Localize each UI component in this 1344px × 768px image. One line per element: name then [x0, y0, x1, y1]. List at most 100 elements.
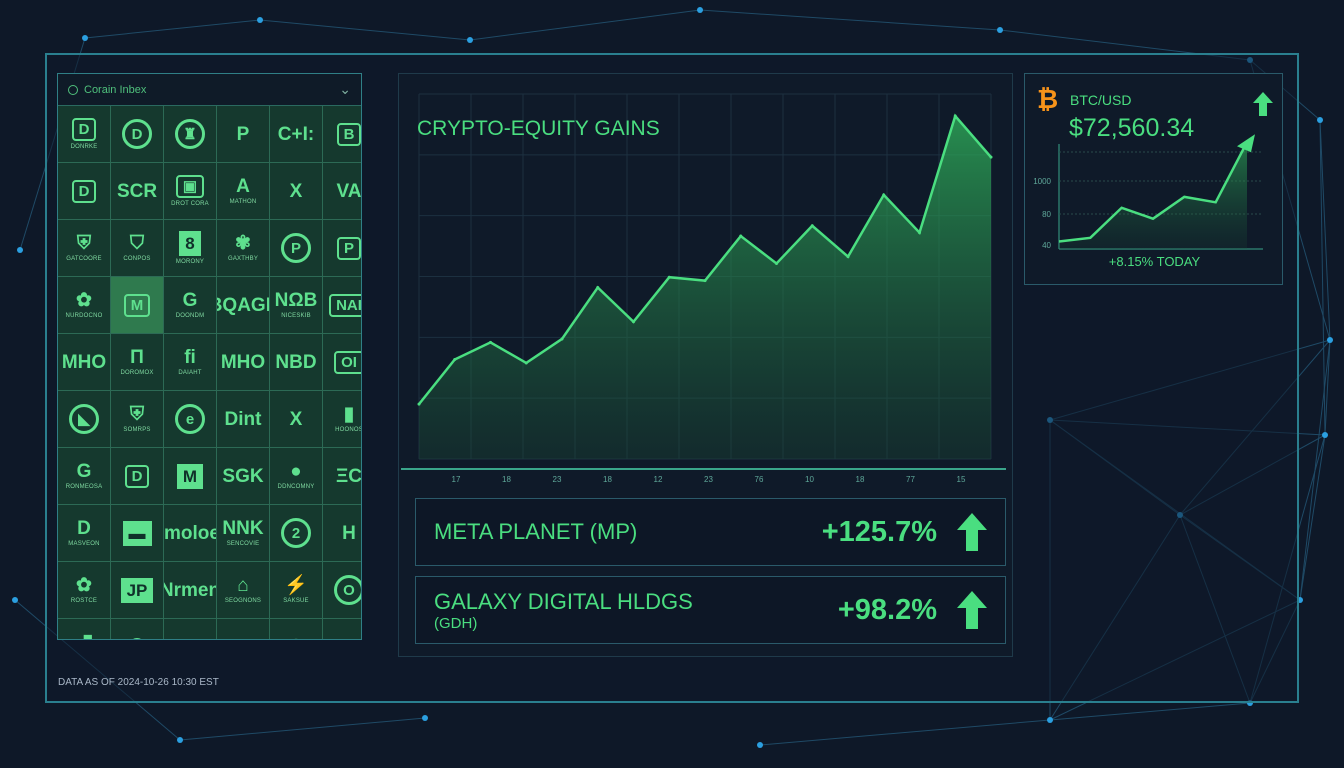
coin-logo-caption: RONMEOSA — [65, 484, 103, 490]
network-node — [757, 742, 763, 748]
coin-logo-icon: ◯ — [126, 638, 147, 640]
data-point — [953, 114, 957, 118]
coin-logo-tile[interactable]: D — [111, 106, 164, 163]
chart-area — [419, 116, 991, 459]
coin-logo-tile[interactable]: P — [323, 220, 361, 277]
coin-logo-tile[interactable]: NAI — [323, 277, 361, 334]
coin-logo-tile[interactable]: JP — [111, 562, 164, 619]
x-tick-label: 23 — [553, 475, 562, 484]
coin-logo-tile[interactable]: P — [217, 106, 270, 163]
coin-logo-tile[interactable]: A MATHON — [217, 163, 270, 220]
coin-logo-tile[interactable]: Π DOROMOX — [111, 334, 164, 391]
coin-logo-icon: 8 — [179, 231, 201, 256]
data-timestamp: DATA AS OF 2024-10-26 10:30 EST — [58, 677, 219, 688]
coin-logo-tile[interactable]: O — [323, 562, 361, 619]
coin-logo-tile[interactable]: MHO — [58, 334, 111, 391]
coin-logo-tile[interactable]: III — [164, 619, 217, 639]
coin-logo-tile[interactable]: ✾ GAXTHBY — [217, 220, 270, 277]
coin-logo-tile[interactable]: Φmoloeq — [164, 505, 217, 562]
btc-pair: BTC/USD — [1070, 92, 1132, 108]
coin-logo-tile[interactable]: ♜ — [164, 106, 217, 163]
chevron-down-icon[interactable]: ⌄ — [339, 81, 351, 97]
coin-logo-icon: G — [182, 290, 198, 311]
coin-logo-tile[interactable]: ◣ — [58, 391, 111, 448]
x-tick-label: 12 — [654, 475, 663, 484]
coin-logo-tile[interactable]: M — [164, 448, 217, 505]
coin-logo-tile[interactable]: ▣ DROT CORA — [164, 163, 217, 220]
coin-logo-tile[interactable]: B — [323, 106, 361, 163]
coin-logo-icon: ✿ — [76, 290, 92, 311]
coin-logo-tile[interactable]: ✿ ROSTCE — [58, 562, 111, 619]
coin-logo-tile[interactable]: ▟ — [58, 619, 111, 640]
network-line — [1324, 339, 1331, 436]
data-point — [560, 337, 564, 341]
coin-logo-tile[interactable]: Nrmen — [164, 562, 217, 619]
stock-card-mp[interactable]: META PLANET (MP) +125.7% — [415, 498, 1006, 566]
coin-logo-tile[interactable]: Dint — [217, 391, 270, 448]
coin-logo-caption: DONRKE — [70, 144, 98, 150]
coin-logo-tile[interactable]: C+I: — [270, 106, 323, 163]
coin-logo-tile[interactable]: SGK — [217, 448, 270, 505]
coin-logo-caption: DROT CORA — [171, 201, 209, 207]
coin-logo-tile[interactable]: ▬ — [111, 505, 164, 562]
coin-logo-tile[interactable]: D DONRKE — [58, 106, 111, 163]
coin-logo-tile[interactable]: H — [323, 505, 361, 562]
coin-logo-caption: MATHON — [229, 199, 257, 205]
data-point — [775, 261, 778, 265]
coin-logo-tile[interactable]: NBD — [270, 334, 323, 391]
coin-logo-tile[interactable]: MHO — [217, 334, 270, 391]
coin-logo-icon: X — [289, 180, 303, 202]
coin-logo-tile[interactable]: D MASVEON — [58, 505, 111, 562]
coin-logo-tile[interactable]: NΩB NICESKIB — [270, 277, 323, 334]
coin-logo-tile[interactable]: VA — [323, 163, 361, 220]
coin-logo-tile[interactable]: D — [58, 163, 111, 220]
coin-logo-tile[interactable]: ⛨ SOMRPS — [111, 391, 164, 448]
coin-logo-tile[interactable]: ● DDNCOMNY — [270, 448, 323, 505]
coin-logo-tile[interactable]: P — [270, 220, 323, 277]
panel-title: Corain Inbex — [84, 83, 147, 96]
coin-index-dropdown[interactable]: Corain Inbex ⌄ — [58, 74, 361, 106]
coin-logo-icon: A — [236, 176, 250, 197]
coin-logo-tile[interactable]: 8 MORONY — [164, 220, 217, 277]
arrow-up-icon — [1253, 92, 1273, 116]
coin-logo-tile[interactable]: G DOONDM — [164, 277, 217, 334]
coin-logo-icon: ▟ — [77, 638, 92, 640]
coin-logo-tile[interactable]: X — [270, 391, 323, 448]
coin-logo-tile[interactable]: BQAGL — [217, 277, 270, 334]
trend-arrowhead — [1237, 134, 1255, 153]
x-tick-label: 17 — [452, 475, 461, 484]
coin-logo-tile[interactable]: D — [111, 448, 164, 505]
coin-logo-tile[interactable]: SCR — [111, 163, 164, 220]
coin-logo-tile[interactable] — [323, 619, 361, 639]
coin-logo-tile[interactable]: ▭ — [217, 619, 270, 639]
coin-logo-tile[interactable]: e — [164, 391, 217, 448]
coin-logo-tile[interactable]: ⛨ GATCOORE — [58, 220, 111, 277]
data-point — [846, 255, 850, 259]
coin-logo-tile[interactable]: ΞC — [323, 448, 361, 505]
coin-logo-tile[interactable]: X — [270, 163, 323, 220]
coin-logo-icon: D — [124, 464, 150, 488]
data-point — [596, 286, 600, 289]
coin-logo-tile[interactable]: ✿ NURDOCNO — [58, 277, 111, 334]
coin-logo-tile[interactable]: ⛉ CONPOS — [111, 220, 164, 277]
coin-logo-tile[interactable]: 2 — [270, 505, 323, 562]
coin-logo-icon: ▣ — [175, 175, 205, 198]
network-node — [1327, 337, 1333, 343]
coin-logo-tile[interactable]: ф — [270, 619, 323, 639]
network-node — [467, 37, 473, 43]
coin-logo-tile[interactable]: ⚡ SAKSUE — [270, 562, 323, 619]
coin-logo-tile[interactable]: fi DAIAHT — [164, 334, 217, 391]
data-point — [489, 340, 492, 344]
coin-logo-tile[interactable]: ▮ HOONOS — [323, 391, 361, 448]
coin-logo-tile[interactable]: OI — [323, 334, 361, 391]
coin-logo-tile[interactable]: M — [111, 277, 164, 334]
data-point — [703, 279, 707, 283]
stock-card-gdh[interactable]: GALAXY DIGITAL HLDGS (GDH) +98.2% — [415, 576, 1006, 644]
coin-logo-tile[interactable]: G RONMEOSA — [58, 448, 111, 505]
network-line — [259, 19, 471, 41]
x-tick-label: 77 — [906, 475, 915, 484]
coin-logo-tile[interactable]: ◯ — [111, 619, 164, 640]
coin-logo-tile[interactable]: ⌂ SEOGNONS — [217, 562, 270, 619]
coin-logo-tile[interactable]: NNK SENCOVIE — [217, 505, 270, 562]
coin-logo-icon: MHO — [61, 351, 107, 373]
